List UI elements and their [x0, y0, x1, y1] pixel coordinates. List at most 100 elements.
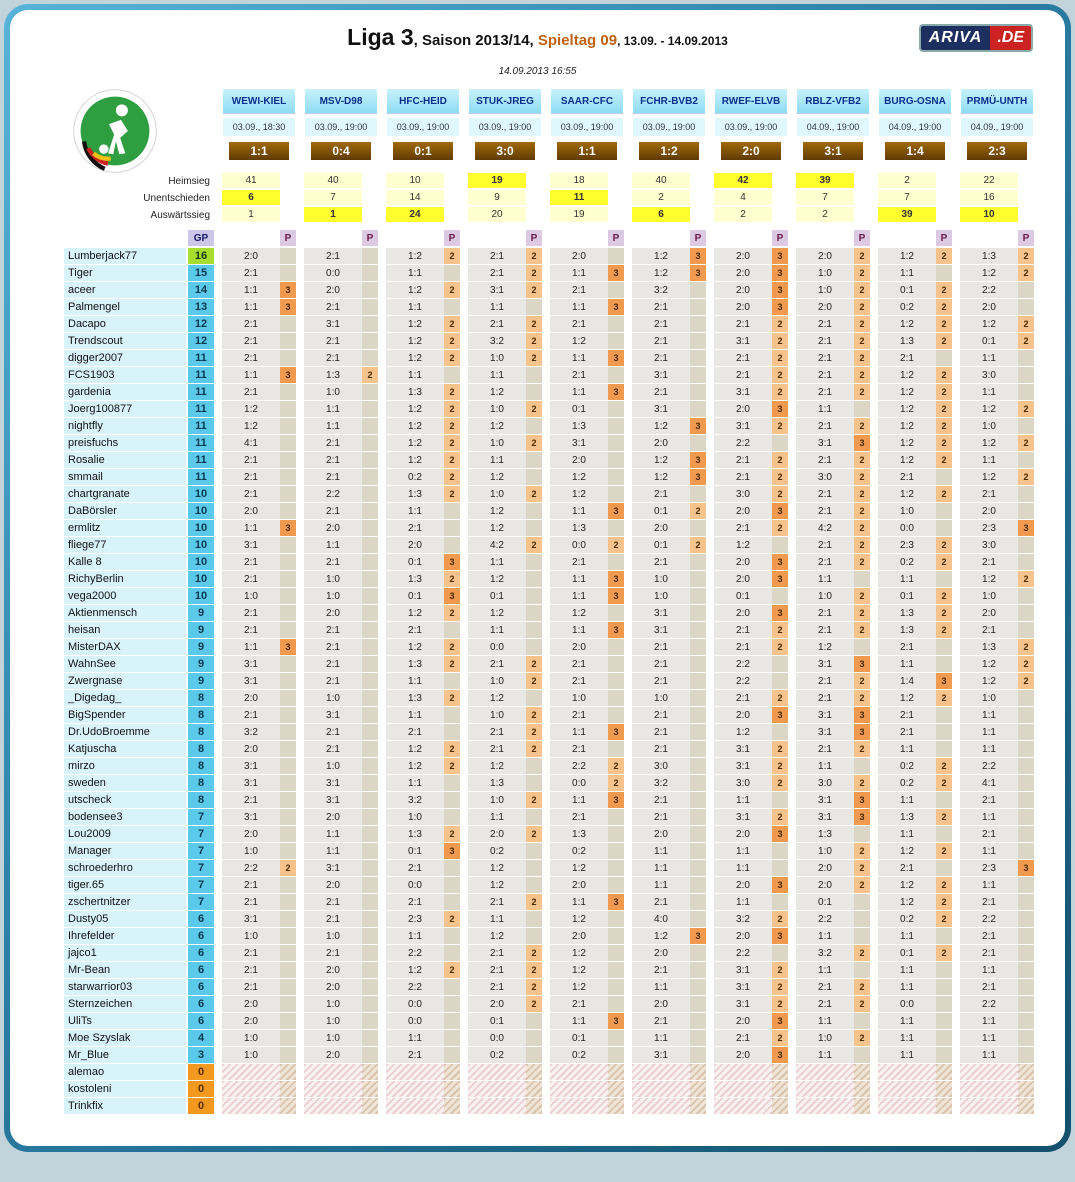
column-gutter [542, 350, 550, 367]
tip-cell: 1:1 [550, 350, 608, 367]
points-cell: 3 [608, 503, 624, 520]
column-gutter [624, 1013, 632, 1030]
column-gutter [214, 401, 222, 418]
column-gutter [296, 1081, 304, 1098]
column-gutter [706, 503, 714, 520]
tip-cell: 1:0 [304, 384, 362, 401]
player-gp: 9 [188, 605, 214, 622]
tip-cell: 2:0 [796, 299, 854, 316]
column-gutter [542, 503, 550, 520]
points-cell: 2 [526, 996, 542, 1013]
p-spacer [280, 207, 296, 223]
points-cell: 3 [854, 656, 870, 673]
player-row: chartgranate 10 2:1 2:2 1:3 2 1:0 2 1:2 2:1 3:0 2 2:… [64, 486, 1055, 503]
points-cell [362, 401, 378, 418]
column-gutter [542, 962, 550, 979]
column-gutter [706, 469, 714, 486]
column-gutter [952, 333, 960, 350]
points-cell [280, 843, 296, 860]
tip-cell: 2:0 [632, 435, 690, 452]
tip-cell: 2:1 [222, 333, 280, 350]
column-gutter [706, 758, 714, 775]
tip-cell: 2:1 [714, 639, 772, 656]
points-cell [936, 571, 952, 588]
column-gutter [624, 117, 632, 139]
tip-cell: 0:2 [386, 469, 444, 486]
column-gutter [214, 860, 222, 877]
player-name: Trendscout [64, 333, 186, 350]
points-cell [444, 299, 460, 316]
tip-cell: 1:0 [550, 690, 608, 707]
column-gutter [296, 690, 304, 707]
tip-cell: 2:1 [714, 350, 772, 367]
points-cell [362, 588, 378, 605]
column-gutter [952, 452, 960, 469]
tip-cell: 1:1 [304, 843, 362, 860]
tip-cell: 2:0 [222, 741, 280, 758]
player-gp: 0 [188, 1081, 214, 1098]
column-gutter [706, 350, 714, 367]
points-cell: 2 [936, 299, 952, 316]
stat-value: 39 [878, 207, 936, 222]
points-cell: 2 [854, 469, 870, 486]
points-cell [1018, 554, 1034, 571]
column-gutter [952, 350, 960, 367]
tip-cell: 1:3 [796, 826, 854, 843]
points-cell: 2 [772, 639, 788, 656]
points-cell [1018, 707, 1034, 724]
tip-cell: 1:1 [550, 1013, 608, 1030]
points-cell [362, 741, 378, 758]
column-gutter [624, 1098, 632, 1115]
tip-cell: 2:1 [304, 299, 362, 316]
tip-cell: 1:1 [386, 367, 444, 384]
column-gutter [296, 190, 304, 206]
player-gp: 6 [188, 911, 214, 928]
tip-cell: 1:2 [878, 418, 936, 435]
column-gutter [952, 996, 960, 1013]
column-gutter [378, 996, 386, 1013]
points-cell: 3 [772, 928, 788, 945]
points-cell: 2 [526, 350, 542, 367]
column-gutter [542, 207, 550, 223]
tip-cell: 2:1 [796, 741, 854, 758]
column-gutter [296, 469, 304, 486]
points-cell: 2 [854, 282, 870, 299]
tip-cell: 2:1 [468, 894, 526, 911]
column-gutter [624, 945, 632, 962]
points-cell [854, 826, 870, 843]
tip-cell: 1:1 [222, 367, 280, 384]
tip-cell: 1:2 [386, 418, 444, 435]
column-gutter [706, 1081, 714, 1098]
tip-cell: 2:2 [222, 860, 280, 877]
tip-cell: 2:0 [550, 877, 608, 894]
points-cell [608, 486, 624, 503]
column-gutter [296, 860, 304, 877]
column-gutter [870, 230, 878, 248]
column-gutter [296, 622, 304, 639]
column-gutter [788, 605, 796, 622]
player-row: Tiger 15 2:1 0:0 1:1 2:1 2 1:1 3 1:2 3 2:0 3 1:0 2 1:1 1… [64, 265, 1055, 282]
tip-cell: 3:2 [714, 911, 772, 928]
player-gp: 7 [188, 860, 214, 877]
points-cell: 2 [526, 979, 542, 996]
column-gutter [706, 877, 714, 894]
tip-cell: 0:1 [632, 537, 690, 554]
tip-cell: 3:1 [468, 282, 526, 299]
player-gp: 13 [188, 299, 214, 316]
column-gutter [296, 639, 304, 656]
tip-cell: 2:0 [304, 962, 362, 979]
column-gutter [542, 141, 550, 165]
stat-value: 41 [222, 173, 280, 188]
column-gutter [788, 282, 796, 299]
tip-cell: 3:1 [222, 656, 280, 673]
points-cell [608, 554, 624, 571]
column-gutter [870, 299, 878, 316]
column-gutter [870, 809, 878, 826]
ariva-logo[interactable]: ARIVA .DE [918, 24, 1033, 52]
player-name: Rosalie [64, 452, 186, 469]
column-gutter [378, 775, 386, 792]
column-gutter [870, 877, 878, 894]
player-name: vega2000 [64, 588, 186, 605]
tip-cell: 1:1 [878, 826, 936, 843]
points-cell [444, 367, 460, 384]
